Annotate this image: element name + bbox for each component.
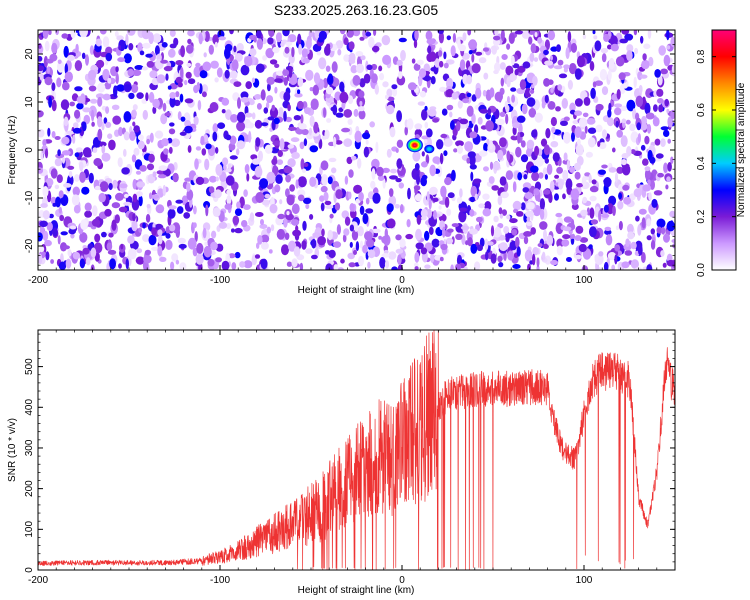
y-tick-label: -20 bbox=[24, 238, 35, 253]
x-tick-label: 0 bbox=[399, 575, 405, 586]
x-tick-label: 100 bbox=[576, 275, 593, 286]
y-tick-label: 500 bbox=[24, 358, 35, 375]
snr-y-axis-label: SNR (10 * v/v) bbox=[7, 418, 18, 482]
snr-x-axis-label: Height of straight line (km) bbox=[298, 585, 415, 596]
heatmap-x-ticks: -200 -100 0 100 bbox=[28, 30, 676, 286]
snr-panel: -200 -100 0 100 0 100 200 300 400 500 Height of … bbox=[7, 329, 676, 596]
x-tick-label: -200 bbox=[28, 275, 48, 286]
heatmap-peaks bbox=[406, 138, 435, 154]
snr-y-ticks: 0 100 200 300 400 500 bbox=[24, 333, 675, 573]
heatmap-y-axis-label: Frequency (Hz) bbox=[7, 116, 18, 185]
y-tick-label: 20 bbox=[24, 48, 35, 60]
x-tick-label: 0 bbox=[399, 275, 405, 286]
snr-x-ticks: -200 -100 0 100 bbox=[28, 330, 676, 586]
y-tick-label: 0 bbox=[24, 567, 35, 573]
x-tick-label: -200 bbox=[28, 575, 48, 586]
y-tick-label: 10 bbox=[24, 96, 35, 108]
snr-series-line bbox=[38, 330, 675, 570]
colorbar-ticks: 0.0 0.2 0.4 0.6 0.8 bbox=[696, 49, 736, 277]
y-tick-label: -10 bbox=[24, 190, 35, 205]
x-tick-label: -100 bbox=[210, 275, 230, 286]
colorbar-tick-label: 0.0 bbox=[696, 263, 707, 277]
colorbar-tick-label: 0.2 bbox=[696, 209, 707, 223]
x-tick-label: -100 bbox=[210, 575, 230, 586]
colorbar-bar bbox=[711, 29, 737, 271]
y-tick-label: 400 bbox=[24, 399, 35, 416]
heatmap-cells bbox=[38, 30, 675, 270]
y-tick-label: 300 bbox=[24, 439, 35, 456]
heatmap-y-ticks: 20 10 0 -10 -20 bbox=[24, 34, 675, 266]
colorbar-tick-label: 0.6 bbox=[696, 103, 707, 117]
colorbar-tick-label: 0.4 bbox=[696, 156, 707, 170]
snr-frame bbox=[37, 329, 676, 571]
y-tick-label: 100 bbox=[24, 521, 35, 538]
colorbar: 0.0 0.2 0.4 0.6 0.8 Normalized spectral ampl… bbox=[696, 29, 747, 277]
y-tick-label: 200 bbox=[24, 480, 35, 497]
heatmap-x-axis-label: Height of straight line (km) bbox=[298, 285, 415, 296]
colorbar-tick-label: 0.8 bbox=[696, 49, 707, 63]
figure-title: S233.2025.263.16.23.G05 bbox=[274, 2, 438, 18]
colorbar-label: Normalized spectral amplitude bbox=[736, 82, 747, 217]
y-tick-label: 0 bbox=[24, 147, 35, 153]
x-tick-label: 100 bbox=[576, 575, 593, 586]
